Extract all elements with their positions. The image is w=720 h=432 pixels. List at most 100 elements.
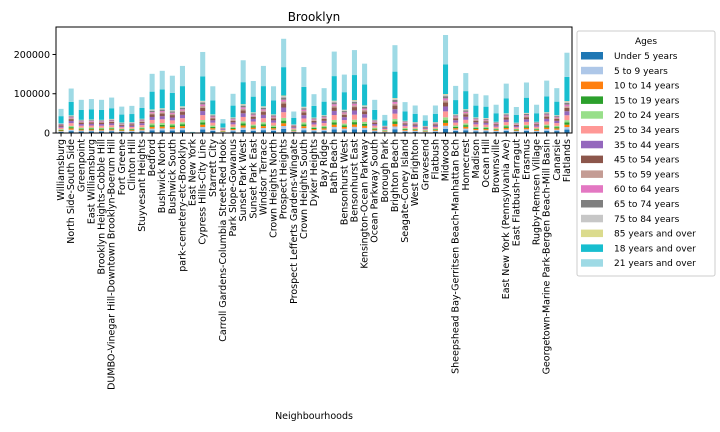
- bar-segment: [230, 124, 236, 127]
- bar-segment: [301, 109, 307, 112]
- bar-segment: [351, 119, 357, 123]
- bar-segment: [321, 118, 327, 121]
- bar-segment: [554, 123, 560, 126]
- bar-segment: [493, 129, 499, 131]
- bar-segment: [412, 105, 418, 114]
- bar-segment: [179, 112, 185, 115]
- bar-segment: [159, 111, 165, 113]
- bar-segment: [119, 114, 125, 123]
- bar-segment: [341, 123, 347, 126]
- bar-segment: [523, 114, 529, 116]
- x-tick-label: Starrett City: [208, 139, 219, 197]
- bar-segment: [78, 99, 84, 110]
- bar-segment: [523, 124, 529, 127]
- bar-segment: [321, 115, 327, 117]
- bar-segment: [564, 107, 570, 112]
- bar-segment: [230, 131, 236, 133]
- x-tick-label: Stuyvesant Heights: [137, 139, 148, 232]
- bar-segment: [301, 107, 307, 109]
- bar-segment: [422, 130, 428, 131]
- bar-segment: [463, 126, 469, 129]
- bar-segment: [230, 93, 236, 106]
- bar-segment: [392, 103, 398, 106]
- bar-segment: [412, 123, 418, 124]
- bar-segment: [331, 76, 337, 101]
- bar-segment: [503, 127, 509, 130]
- bar-segment: [109, 121, 115, 122]
- x-tick-label: Prospect Heights: [279, 139, 290, 219]
- bar-segment: [58, 130, 64, 132]
- bar-segment: [250, 124, 256, 127]
- bar-segment: [453, 120, 459, 123]
- bar-segment: [109, 119, 115, 120]
- bar-segment: [362, 114, 368, 118]
- bar-segment: [483, 106, 489, 119]
- bar-segment: [392, 71, 398, 99]
- bar-segment: [159, 109, 165, 112]
- bar-segment: [493, 113, 499, 122]
- bar-segment: [311, 118, 317, 120]
- bar-segment: [513, 131, 519, 132]
- bar-segment: [483, 130, 489, 132]
- bar-segment: [119, 124, 125, 125]
- bar-segment: [240, 123, 246, 126]
- bar-segment: [503, 115, 509, 117]
- x-tick-label: Homecrest: [461, 139, 472, 191]
- bar-segment: [129, 125, 135, 128]
- bar-segment: [422, 131, 428, 132]
- bar-segment: [109, 125, 115, 128]
- bar-segment: [291, 117, 297, 125]
- bar-segment: [362, 123, 368, 126]
- bar-segment: [534, 124, 540, 126]
- bar-segment: [260, 130, 266, 133]
- bar-segment: [88, 122, 94, 124]
- bar-segment: [210, 117, 216, 119]
- bar-segment: [564, 102, 570, 105]
- bar-segment: [432, 124, 438, 126]
- bar-segment: [513, 128, 519, 130]
- bar-segment: [341, 126, 347, 129]
- x-axis: Williamsburg North Side-South Side Greenpo…: [56, 133, 573, 390]
- x-tick-label: Prospect Lefferts Gardens-Wingate: [289, 139, 300, 304]
- bar-segment: [88, 121, 94, 123]
- bar-segment: [240, 113, 246, 117]
- bar-segment: [362, 111, 368, 115]
- bar-segment: [534, 123, 540, 125]
- bar-segment: [240, 107, 246, 109]
- bar-segment: [149, 130, 155, 133]
- bar-segment: [129, 130, 135, 131]
- bar-segment: [109, 130, 115, 132]
- bar-segment: [453, 100, 459, 115]
- bar-segment: [443, 64, 449, 95]
- bar-segment: [534, 104, 540, 114]
- bar-segment: [513, 124, 519, 126]
- bar-segment: [351, 100, 357, 101]
- bar-segment: [351, 110, 357, 115]
- bar-segment: [281, 67, 287, 96]
- bar-segment: [564, 101, 570, 103]
- bar-segment: [99, 124, 105, 126]
- bar-segment: [432, 105, 438, 114]
- bar-segment: [351, 122, 357, 125]
- bar-segment: [230, 118, 236, 120]
- bar-segment: [341, 125, 347, 127]
- bar-segment: [169, 92, 175, 111]
- bar-segment: [523, 119, 529, 122]
- bar-segment: [240, 125, 246, 128]
- bar-segment: [281, 126, 287, 129]
- bar-segment: [301, 122, 307, 125]
- bar-segment: [402, 121, 408, 123]
- bar-segment: [68, 115, 74, 117]
- bar-segment: [68, 119, 74, 121]
- bar-segment: [169, 120, 175, 124]
- bar-segment: [99, 129, 105, 131]
- bar-segment: [402, 126, 408, 129]
- bar-segment: [362, 121, 368, 124]
- bar-segment: [402, 123, 408, 125]
- bar-segment: [544, 115, 550, 117]
- bar-segment: [210, 128, 216, 130]
- bar-segment: [331, 110, 337, 116]
- bar-segment: [260, 118, 266, 123]
- bar-segment: [503, 83, 509, 99]
- bar-segment: [139, 118, 145, 120]
